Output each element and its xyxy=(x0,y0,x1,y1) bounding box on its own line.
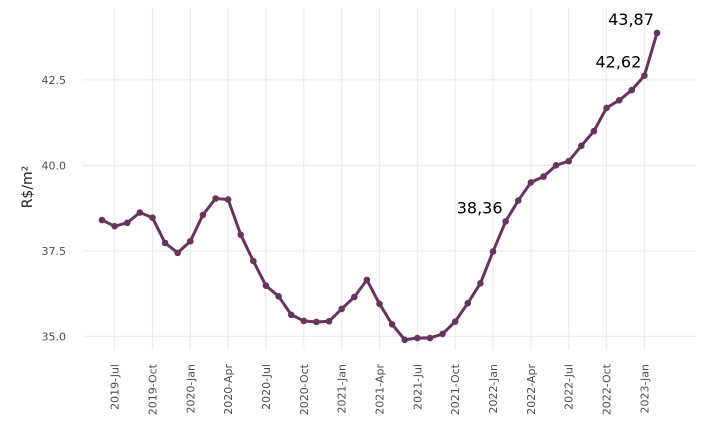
x-tick-label: 2020-Oct xyxy=(298,363,311,415)
data-point xyxy=(149,214,156,221)
data-point xyxy=(464,299,472,307)
x-axis-ticks: 2019-Jul 2019-Oct 2020-Jan 2020-Apr 2020-Jul… xyxy=(109,363,652,415)
x-tick-label: 2020-Jan xyxy=(184,364,197,414)
annotation-layer: 38,36 42,62 43,87 xyxy=(457,10,654,217)
data-point xyxy=(489,248,497,255)
x-tick-label: 2022-Apr xyxy=(525,364,538,415)
data-point xyxy=(111,222,118,230)
x-tick-label: 2021-Jan xyxy=(336,364,349,414)
data-point xyxy=(212,195,219,202)
y-axis-title: R$/m² xyxy=(20,166,36,209)
data-point xyxy=(590,127,598,135)
data-label: 42,62 xyxy=(595,53,641,72)
data-point xyxy=(325,317,333,325)
y-tick-label: 42.5 xyxy=(42,74,67,87)
y-axis-ticks: 35.0 37.5 40.0 42.5 xyxy=(42,74,67,344)
data-point xyxy=(376,300,383,308)
x-tick-label: 2020-Jul xyxy=(260,364,273,410)
x-tick-label: 2021-Apr xyxy=(374,364,387,415)
data-point xyxy=(98,216,106,224)
data-point xyxy=(502,218,509,225)
y-tick-label: 40.0 xyxy=(42,159,67,172)
x-tick-label: 2020-Apr xyxy=(222,364,235,415)
data-point xyxy=(136,209,144,216)
x-tick-label: 2022-Oct xyxy=(601,363,614,415)
data-point xyxy=(552,162,560,169)
data-point xyxy=(578,142,585,150)
data-point xyxy=(401,336,409,344)
data-label: 38,36 xyxy=(457,198,503,217)
data-point xyxy=(603,104,610,112)
x-tick-label: 2023-Jan xyxy=(638,364,651,414)
data-point xyxy=(414,334,421,342)
data-label: 43,87 xyxy=(608,10,654,29)
data-point xyxy=(186,237,194,245)
data-point xyxy=(477,280,484,287)
data-point xyxy=(338,305,345,313)
data-point xyxy=(224,196,232,203)
data-point xyxy=(388,321,396,328)
data-point xyxy=(615,97,623,104)
data-point xyxy=(123,219,131,227)
data-point xyxy=(514,197,522,204)
data-point xyxy=(313,318,320,326)
data-point xyxy=(300,317,308,325)
data-point xyxy=(174,249,181,257)
data-point xyxy=(275,293,282,300)
data-point xyxy=(641,72,648,80)
data-point xyxy=(451,318,459,325)
data-point xyxy=(628,86,636,94)
data-point xyxy=(287,311,295,319)
data-point xyxy=(350,293,358,301)
y-tick-label: 37.5 xyxy=(42,245,67,258)
series-layer xyxy=(98,29,661,344)
grid-layer xyxy=(82,8,696,350)
data-point xyxy=(237,231,245,239)
data-point xyxy=(161,239,169,247)
data-point xyxy=(363,276,371,284)
x-tick-label: 2021-Oct xyxy=(449,363,462,415)
data-point xyxy=(527,179,535,186)
x-tick-label: 2021-Jul xyxy=(411,364,424,410)
data-point xyxy=(426,334,434,342)
y-tick-label: 35.0 xyxy=(42,330,67,343)
x-tick-label: 2019-Oct xyxy=(146,363,159,415)
data-point xyxy=(439,330,446,338)
x-tick-label: 2019-Jul xyxy=(109,364,122,410)
x-tick-label: 2022-Jan xyxy=(487,364,500,414)
data-point xyxy=(540,173,547,180)
x-tick-label: 2022-Jul xyxy=(563,364,576,410)
data-point xyxy=(653,29,661,37)
data-point xyxy=(565,157,573,165)
data-point xyxy=(199,211,207,219)
data-point xyxy=(250,257,257,265)
data-point xyxy=(262,282,270,290)
